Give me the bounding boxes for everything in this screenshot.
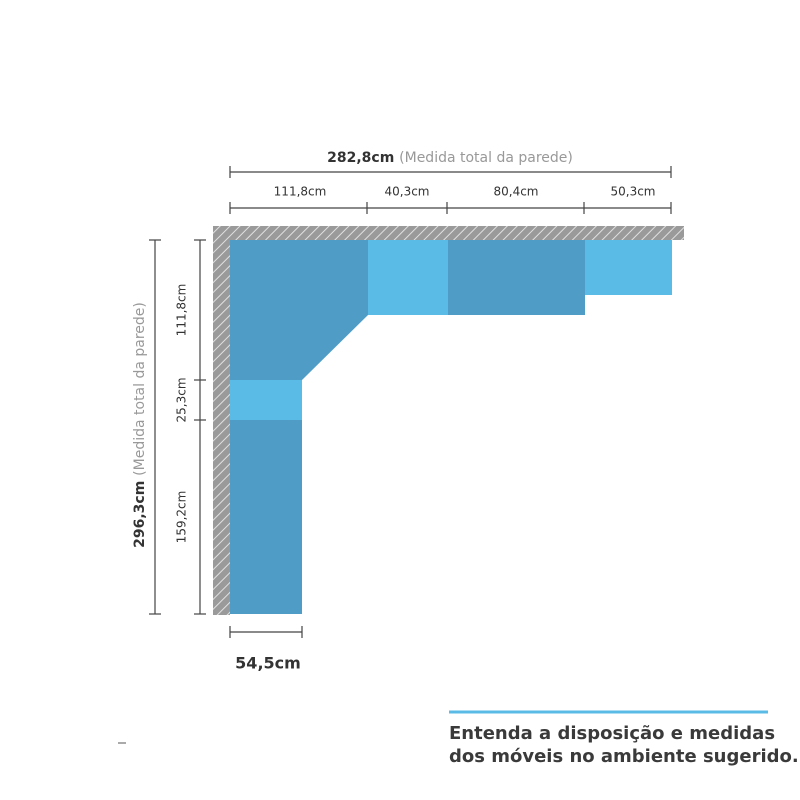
top-total: 282,8cm (Medida total da parede) xyxy=(327,150,573,166)
caption: dos móveis no ambiente sugerido. xyxy=(449,746,799,767)
cabinet xyxy=(230,380,302,420)
note: (Medida total da parede) xyxy=(399,150,573,166)
caption: Entenda a disposição e medidas xyxy=(449,723,775,744)
cabinet xyxy=(448,240,585,315)
left-total: 296,3cm (Medida total da parede) xyxy=(132,302,148,548)
top-wall xyxy=(213,226,684,240)
segment-label: 40,3cm xyxy=(384,185,429,199)
segment-label: 111,8cm xyxy=(274,185,327,199)
left-wall xyxy=(213,226,230,615)
dimension-lines xyxy=(149,166,672,638)
cabinet xyxy=(368,240,448,315)
corner-cabinet xyxy=(230,240,368,380)
segment-label: 25,3cm xyxy=(175,377,189,422)
depth-label: 54,5cm xyxy=(235,654,301,673)
measure: 296,3cm xyxy=(132,481,148,548)
segment-label: 50,3cm xyxy=(610,185,655,199)
segment-label: 159,2cm xyxy=(175,491,189,544)
measure: 282,8cm xyxy=(327,150,394,166)
cabinet xyxy=(585,240,672,295)
note: (Medida total da parede) xyxy=(132,302,148,476)
cabinet xyxy=(230,420,302,614)
segment-label: 111,8cm xyxy=(175,284,189,337)
segment-label: 80,4cm xyxy=(493,185,538,199)
